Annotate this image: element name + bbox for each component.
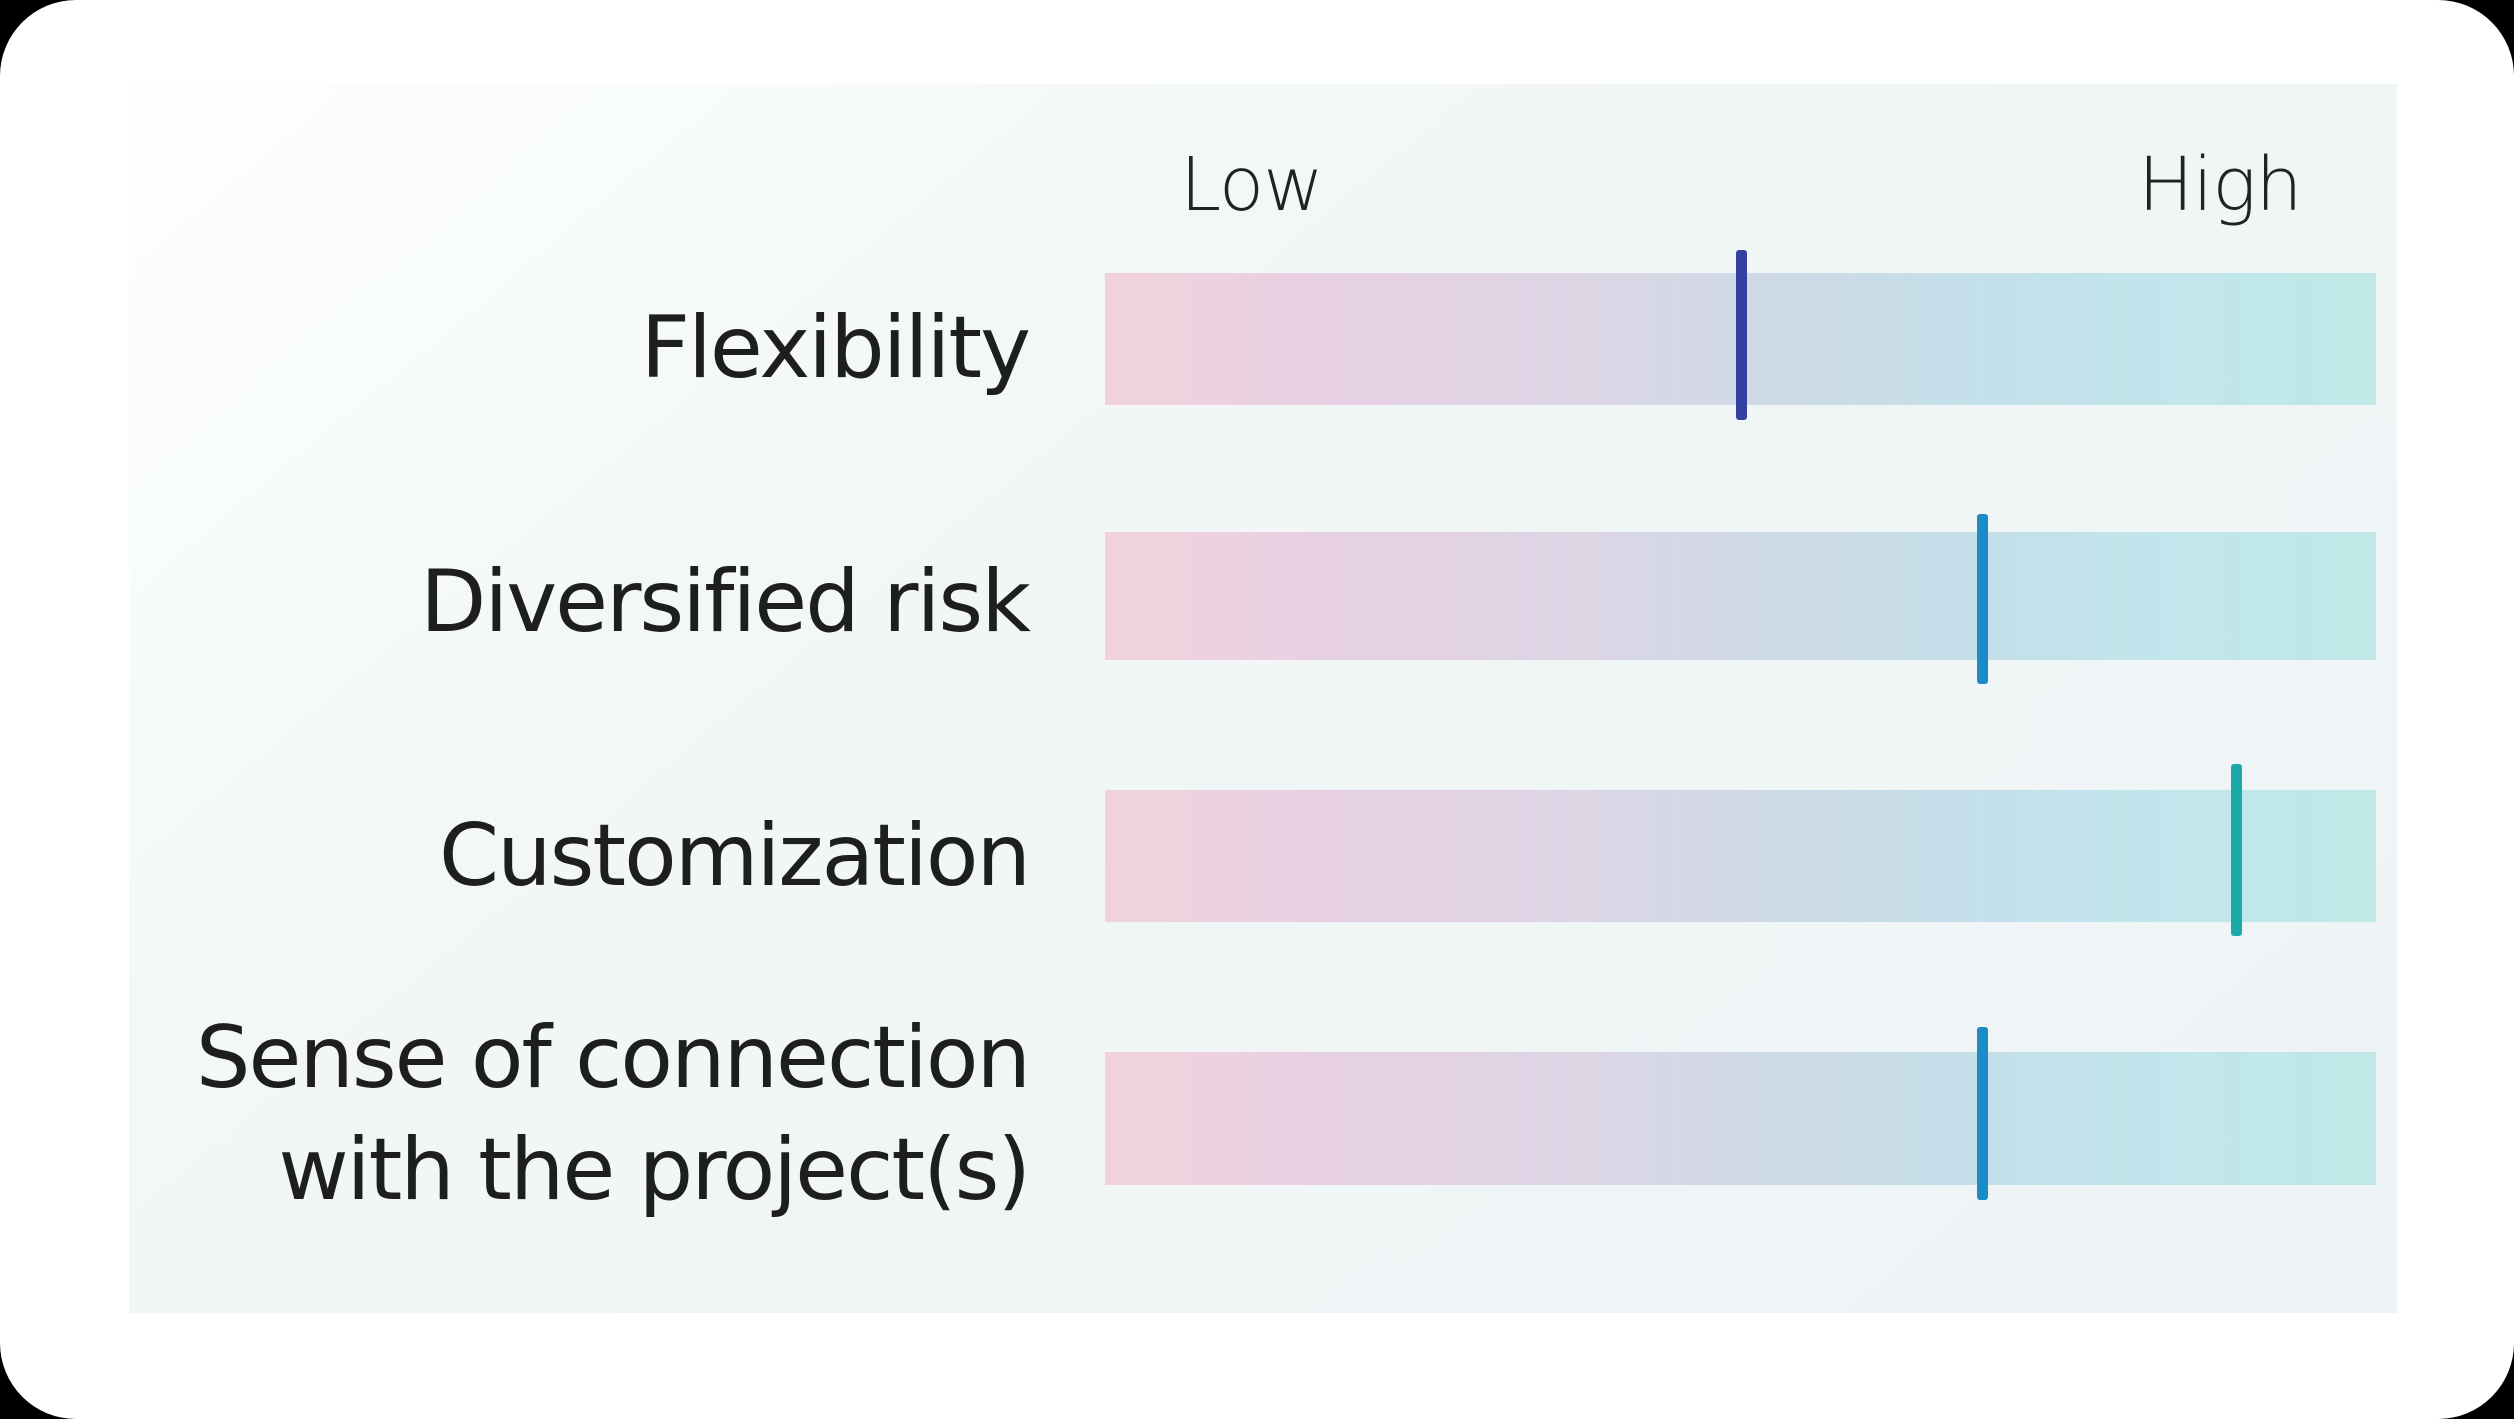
scale-low-label: Low bbox=[1180, 142, 1324, 228]
row-label-customization: Customization bbox=[439, 806, 1031, 906]
scale-high-label: High bbox=[2138, 142, 2303, 228]
row-label-sense-of-connection: Sense of connection with the project(s) bbox=[195, 1008, 1031, 1220]
value-marker-flexibility bbox=[1735, 250, 1747, 420]
chart-panel: Low High Flexibility Diversified risk Cu… bbox=[129, 84, 2397, 1313]
scale-bar-customization bbox=[1105, 790, 2376, 922]
row-label-diversified-risk: Diversified risk bbox=[420, 552, 1031, 652]
row-label-flexibility: Flexibility bbox=[640, 298, 1031, 398]
scale-bar-diversified-risk bbox=[1105, 532, 2376, 660]
value-marker-sense-of-connection bbox=[1976, 1027, 1988, 1200]
value-marker-diversified-risk bbox=[1976, 514, 1988, 684]
value-marker-customization bbox=[2231, 764, 2243, 936]
scale-bar-sense-of-connection bbox=[1105, 1052, 2376, 1185]
